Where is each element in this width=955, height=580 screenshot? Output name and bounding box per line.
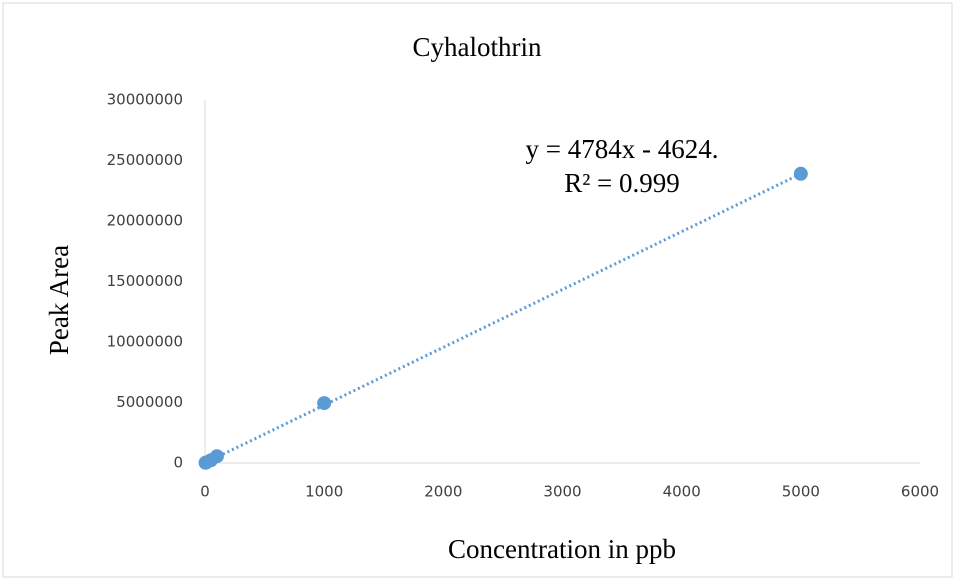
x-tick-label: 6000 (901, 483, 939, 501)
y-tick-label: 0 (173, 454, 183, 472)
y-axis-label: Peak Area (44, 245, 74, 355)
y-tick-label: 15000000 (107, 272, 183, 290)
x-axis-label: Concentration in ppb (448, 534, 676, 564)
x-tick-label: 2000 (424, 483, 462, 501)
y-tick-label: 5000000 (116, 393, 183, 411)
y-tick-label: 20000000 (107, 212, 183, 230)
data-point (317, 396, 332, 411)
trendline (204, 172, 802, 465)
y-tick-label: 25000000 (107, 151, 183, 169)
data-point (209, 449, 224, 464)
x-tick-label: 0 (200, 483, 210, 501)
y-tick-label: 30000000 (107, 91, 183, 109)
equation-annotation: y = 4784x - 4624. (526, 134, 719, 164)
data-point (793, 166, 808, 181)
chart-title: Cyhalothrin (413, 32, 542, 62)
x-tick-label: 3000 (543, 483, 581, 501)
x-tick-label: 4000 (663, 483, 701, 501)
y-tick-label: 10000000 (107, 333, 183, 351)
r-squared-annotation: R² = 0.999 (564, 168, 680, 198)
x-tick-label: 5000 (782, 483, 820, 501)
x-tick-label: 1000 (305, 483, 343, 501)
